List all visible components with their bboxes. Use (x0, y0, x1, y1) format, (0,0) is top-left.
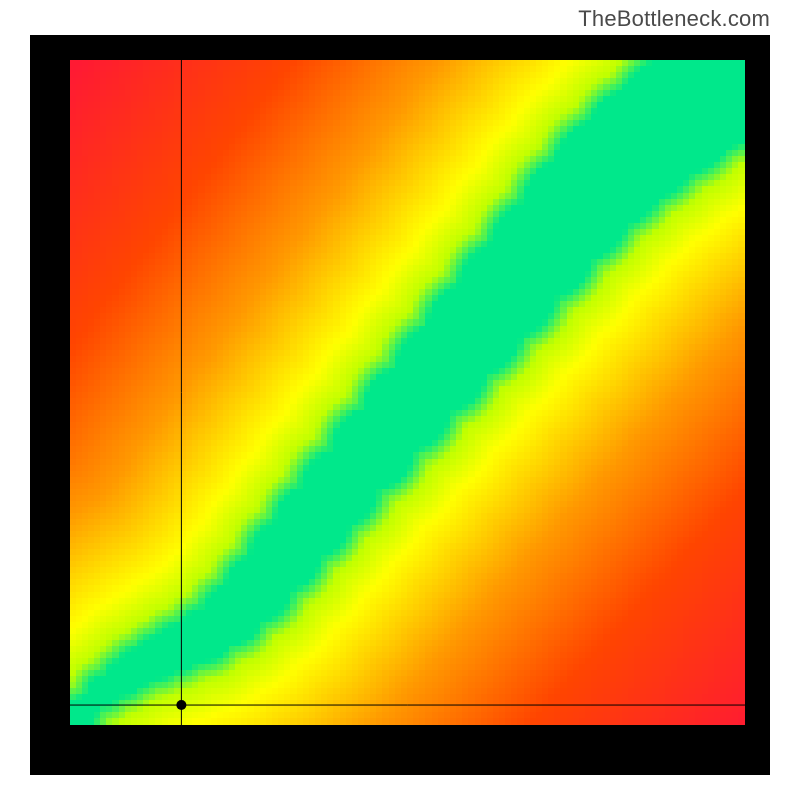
watermark-text: TheBottleneck.com (578, 6, 770, 32)
heatmap-canvas (70, 60, 745, 725)
plot-area (70, 60, 745, 725)
plot-frame (30, 35, 770, 775)
